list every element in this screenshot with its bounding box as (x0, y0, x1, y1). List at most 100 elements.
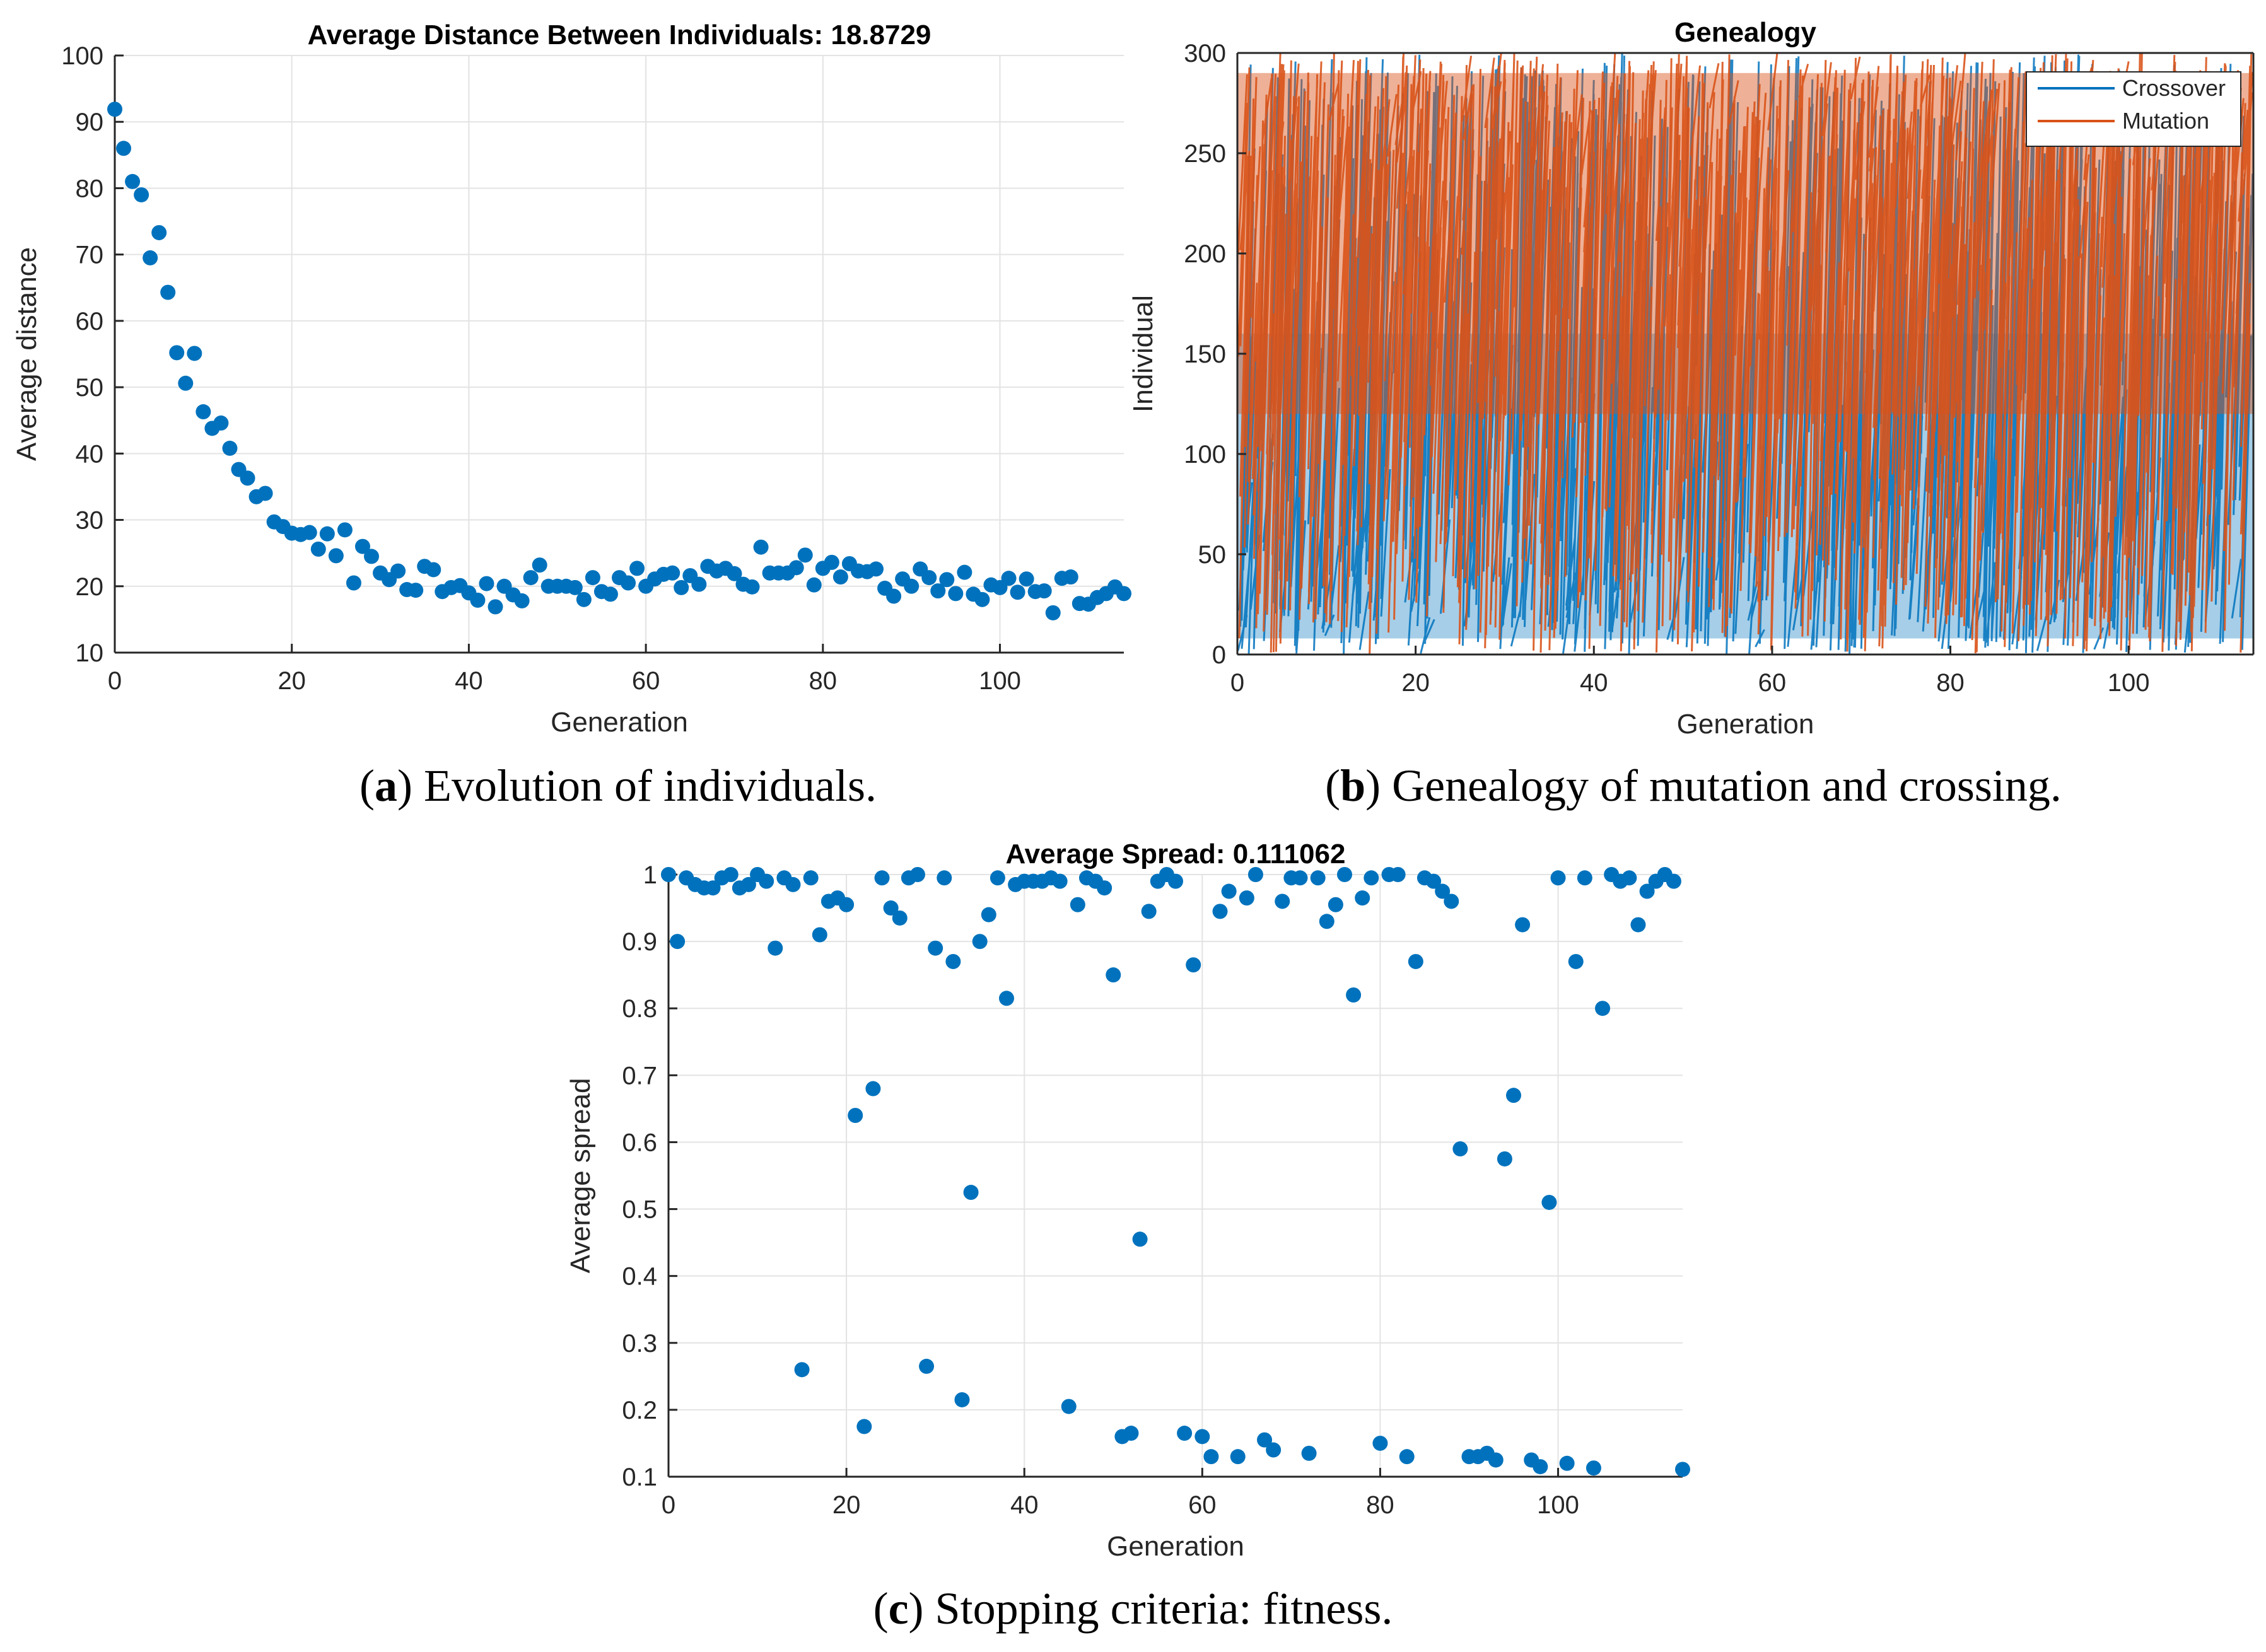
y-tick-label: 90 (76, 108, 104, 136)
data-point (1301, 1445, 1317, 1461)
data-point (1001, 571, 1017, 586)
data-point (727, 566, 742, 581)
data-point (797, 547, 813, 563)
caption-a: (a) Evolution of individuals. (359, 760, 877, 811)
data-point (1559, 1455, 1575, 1471)
data-point (1097, 880, 1113, 896)
caption-c: (c) Stopping criteria: fitness. (873, 1583, 1393, 1634)
y-tick-label: 150 (1184, 340, 1226, 368)
data-point (196, 404, 211, 420)
data-point (999, 991, 1014, 1006)
data-point (222, 440, 238, 456)
data-point (753, 539, 769, 555)
data-point (937, 870, 952, 886)
data-point (125, 173, 141, 189)
data-point (1533, 1459, 1548, 1475)
data-point (1390, 867, 1406, 882)
data-point (1506, 1088, 1521, 1103)
data-point (1666, 873, 1681, 889)
data-point (390, 563, 406, 579)
data-point (806, 577, 822, 593)
data-point (1070, 897, 1085, 912)
data-point (354, 538, 370, 554)
data-point (963, 1185, 979, 1201)
x-tick-label: 60 (1188, 1491, 1217, 1519)
caption-c-letter: c (888, 1583, 909, 1634)
x-axis-label: Generation (1107, 1531, 1244, 1562)
y-tick-label: 300 (1184, 40, 1226, 67)
data-point (670, 934, 686, 950)
legend: Crossover Mutation (2026, 71, 2241, 147)
data-point (1488, 1452, 1504, 1468)
data-point (824, 554, 839, 570)
data-point (1444, 893, 1459, 909)
y-tick-label: 70 (76, 241, 104, 269)
data-point (1186, 957, 1201, 973)
data-point (143, 250, 158, 265)
data-point (1247, 867, 1263, 882)
chart-average-distance: 0 20 40 60 80 100 10 20 30 40 50 60 70 80 90 100 Average… (11, 20, 1131, 738)
data-point (364, 549, 380, 564)
data-point (479, 576, 494, 591)
data-point (759, 873, 774, 889)
y-tick-label: 50 (76, 374, 104, 402)
legend-label-mutation: Mutation (2122, 108, 2209, 134)
data-point (1346, 987, 1362, 1003)
data-point (1310, 870, 1326, 886)
data-point (257, 486, 273, 501)
data-point (1577, 870, 1592, 886)
data-point (661, 867, 676, 882)
data-point (945, 953, 961, 969)
chart-average-spread: 0 20 40 60 80 100 0.1 0.2 0.3 0.4 0.5 0.6 0.7 0.8 0.9 1… (565, 839, 1690, 1562)
data-point (1212, 904, 1228, 919)
y-tick-label: 10 (76, 639, 104, 667)
y-tick-label: 100 (1184, 441, 1226, 468)
data-point (532, 557, 547, 573)
data-point (1595, 1001, 1611, 1016)
data-point (567, 579, 583, 595)
data-point (602, 586, 618, 602)
scatter-points (661, 867, 1690, 1477)
data-point (785, 876, 801, 892)
y-tick-label: 1 (643, 861, 657, 889)
legend-label-crossover: Crossover (2122, 75, 2226, 101)
data-point (585, 570, 600, 586)
chart-genealogy: 0 20 40 60 80 100 0 50 100 150 200 250 300 Genealogy G… (1128, 17, 2255, 740)
data-point (151, 224, 167, 240)
data-point (1630, 917, 1646, 933)
data-point (1639, 883, 1655, 899)
chart-title: Genealogy (1674, 17, 1816, 48)
data-point (1230, 1449, 1246, 1465)
data-point (1275, 893, 1290, 909)
data-point (319, 526, 335, 542)
data-point (1586, 1460, 1601, 1476)
data-point (981, 907, 996, 922)
x-tick-label: 40 (455, 667, 483, 695)
x-axis-label: Generation (1677, 709, 1814, 740)
data-point (868, 561, 884, 577)
data-point (794, 1362, 810, 1378)
data-point (1319, 914, 1334, 929)
data-point (1550, 870, 1566, 886)
data-point (514, 593, 530, 608)
data-point (1399, 1449, 1415, 1465)
caption-b: (b) Genealogy of mutation and crossing. (1325, 760, 2062, 811)
y-tick-label: 200 (1184, 240, 1226, 268)
data-point (1266, 1442, 1282, 1458)
data-point (939, 572, 955, 588)
data-point (160, 284, 176, 300)
scatter-points (107, 102, 1131, 620)
data-point (839, 897, 855, 912)
data-point (1194, 1429, 1210, 1445)
data-point (886, 588, 902, 604)
data-point (865, 1081, 881, 1096)
x-tick-label: 100 (2108, 669, 2150, 697)
data-point (812, 927, 827, 943)
data-point (928, 940, 943, 956)
data-point (1621, 870, 1637, 886)
y-tick-label: 250 (1184, 140, 1226, 168)
data-point (337, 522, 353, 538)
y-tick-label: 0.8 (622, 995, 657, 1023)
data-point (723, 867, 739, 882)
data-point (674, 579, 689, 595)
